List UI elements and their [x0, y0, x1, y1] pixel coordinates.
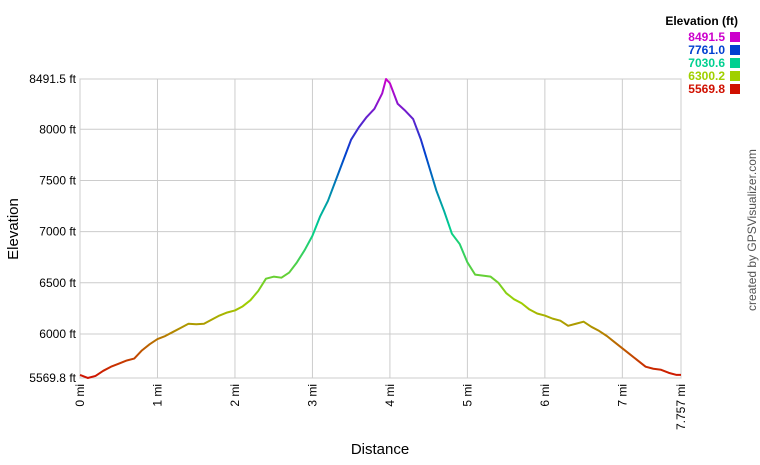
legend-swatch	[730, 84, 740, 94]
x-tick-label: 4 mi	[383, 384, 397, 407]
legend-label: 8491.5	[688, 30, 725, 44]
legend-swatch	[730, 71, 740, 81]
y-tick-label: 8491.5 ft	[29, 72, 76, 86]
legend-swatch	[730, 45, 740, 55]
legend-title: Elevation (ft)	[665, 14, 738, 28]
legend-label: 6300.2	[688, 69, 725, 83]
credit: created by GPSVisualizer.com	[745, 149, 759, 311]
x-tick-label: 7 mi	[615, 384, 629, 407]
elevation-line	[79, 78, 681, 379]
x-tick-label: 0 mi	[73, 384, 87, 407]
y-tick-label: 6500 ft	[39, 276, 76, 290]
x-tick-label: 2 mi	[228, 384, 242, 407]
y-tick-label: 8000 ft	[39, 122, 76, 136]
legend-swatch	[730, 58, 740, 68]
x-axis-title: Distance	[351, 441, 409, 458]
x-tick-label: 7.757 mi	[674, 384, 688, 430]
x-tick-label: 3 mi	[305, 384, 319, 407]
y-axis-title: Elevation	[5, 198, 22, 260]
legend-label: 5569.8	[688, 82, 725, 96]
x-tick-label: 5 mi	[460, 384, 474, 407]
legend-swatch	[730, 32, 740, 42]
x-tick-label: 6 mi	[538, 384, 552, 407]
y-tick-label: 7000 ft	[39, 225, 76, 239]
y-tick-label: 7500 ft	[39, 173, 76, 187]
legend-label: 7761.0	[688, 43, 725, 57]
y-tick-label: 6000 ft	[39, 327, 76, 341]
y-tick-label: 5569.8 ft	[29, 371, 76, 385]
x-tick-label: 1 mi	[150, 384, 164, 407]
legend-label: 7030.6	[688, 56, 725, 70]
